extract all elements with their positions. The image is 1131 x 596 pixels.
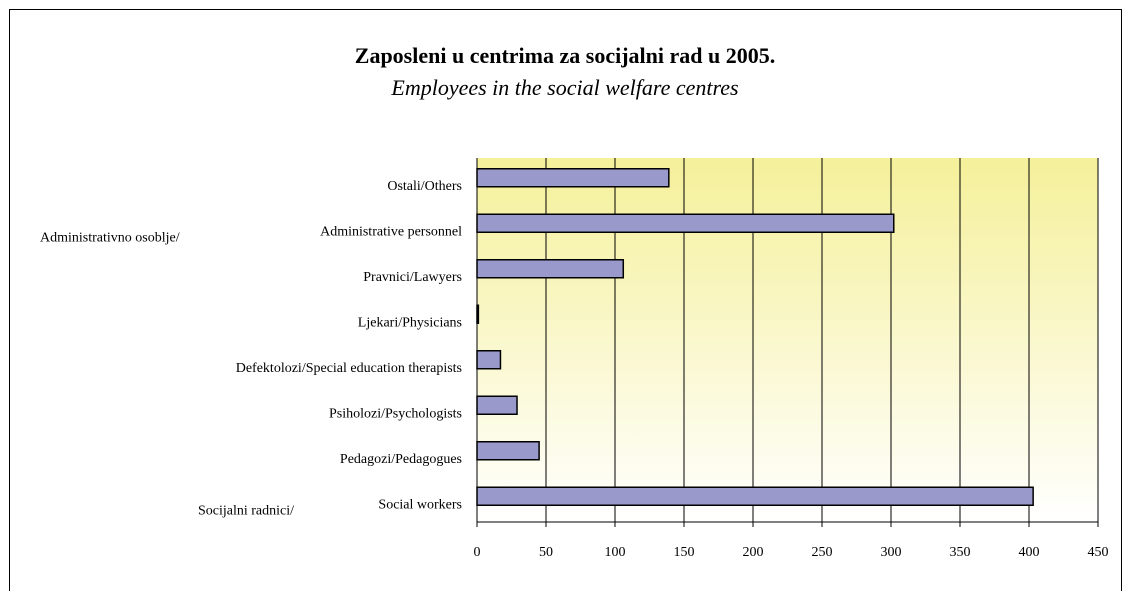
chart-title: Zaposleni u centrima za socijalni rad u … [355, 43, 775, 68]
x-tick-label: 200 [743, 545, 764, 560]
plot-area [477, 158, 1098, 522]
y-tick-label: Defektolozi/Special education therapists [236, 361, 462, 376]
x-tick-label: 0 [474, 545, 481, 560]
y-tick-label: Administrative personnel [320, 224, 462, 239]
bar [476, 350, 502, 370]
x-tick-label: 350 [950, 545, 971, 560]
y-tick-label: Socijalni radnici/ [198, 503, 294, 518]
y-tick-label: Pedagozi/Pedagogues [340, 452, 462, 467]
chart-subtitle: Employees in the social welfare centres [390, 75, 738, 100]
x-tick-label: 450 [1088, 545, 1109, 560]
bar [476, 168, 670, 188]
frame [9, 9, 1122, 596]
x-tick-label: 250 [812, 545, 833, 560]
x-tick-label: 100 [605, 545, 626, 560]
y-tick-label: Ostali/Others [387, 179, 462, 194]
x-tick-label: 300 [881, 545, 902, 560]
y-tick-label: Social workers [378, 497, 462, 512]
y-tick-label: Pravnici/Lawyers [363, 270, 462, 285]
x-tick-label: 400 [1019, 545, 1040, 560]
y-tick-label: Ljekari/Physicians [358, 315, 462, 330]
y-tick-label: Psiholozi/Psychologists [329, 406, 462, 421]
bar [476, 259, 625, 279]
x-tick-label: 50 [539, 545, 553, 560]
y-tick-label: Administrativno osoblje/ [40, 230, 180, 245]
bar [476, 441, 540, 461]
bar [476, 213, 895, 233]
x-tick-label: 150 [674, 545, 695, 560]
bar [476, 486, 1034, 506]
bar [476, 304, 480, 324]
bar [476, 395, 518, 415]
